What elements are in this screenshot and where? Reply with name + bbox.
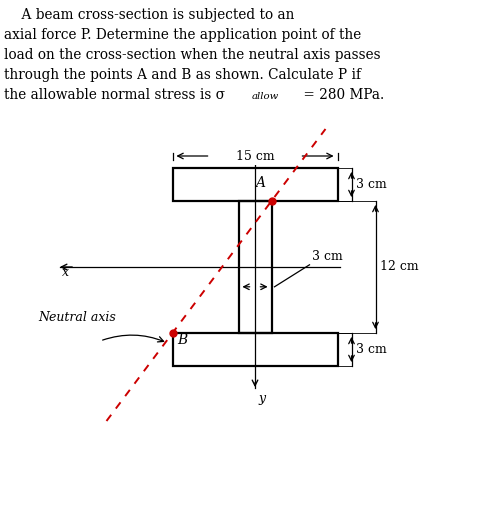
Text: allow: allow — [252, 92, 279, 101]
Text: the allowable normal stress is σ: the allowable normal stress is σ — [4, 88, 225, 102]
Text: Neutral axis: Neutral axis — [38, 311, 116, 324]
Text: load on the cross-section when the neutral axis passes: load on the cross-section when the neutr… — [4, 48, 381, 62]
Text: 3 cm: 3 cm — [311, 250, 342, 263]
Text: = 280 MPa.: = 280 MPa. — [299, 88, 384, 102]
Text: A: A — [256, 176, 265, 190]
Text: 12 cm: 12 cm — [380, 260, 418, 274]
Bar — [239, 201, 271, 333]
Bar — [172, 333, 338, 366]
Text: B: B — [178, 333, 188, 347]
Text: through the points A and B as shown. Calculate P if: through the points A and B as shown. Cal… — [4, 68, 361, 82]
Text: A beam cross-section is subjected to an: A beam cross-section is subjected to an — [4, 8, 294, 22]
Text: x: x — [62, 266, 69, 279]
Text: 3 cm: 3 cm — [355, 343, 386, 356]
Bar — [172, 168, 338, 201]
Text: 3 cm: 3 cm — [355, 178, 386, 191]
Text: 15 cm: 15 cm — [236, 149, 274, 162]
Text: axial force P. Determine the application point of the: axial force P. Determine the application… — [4, 28, 361, 42]
Text: y: y — [258, 392, 265, 405]
